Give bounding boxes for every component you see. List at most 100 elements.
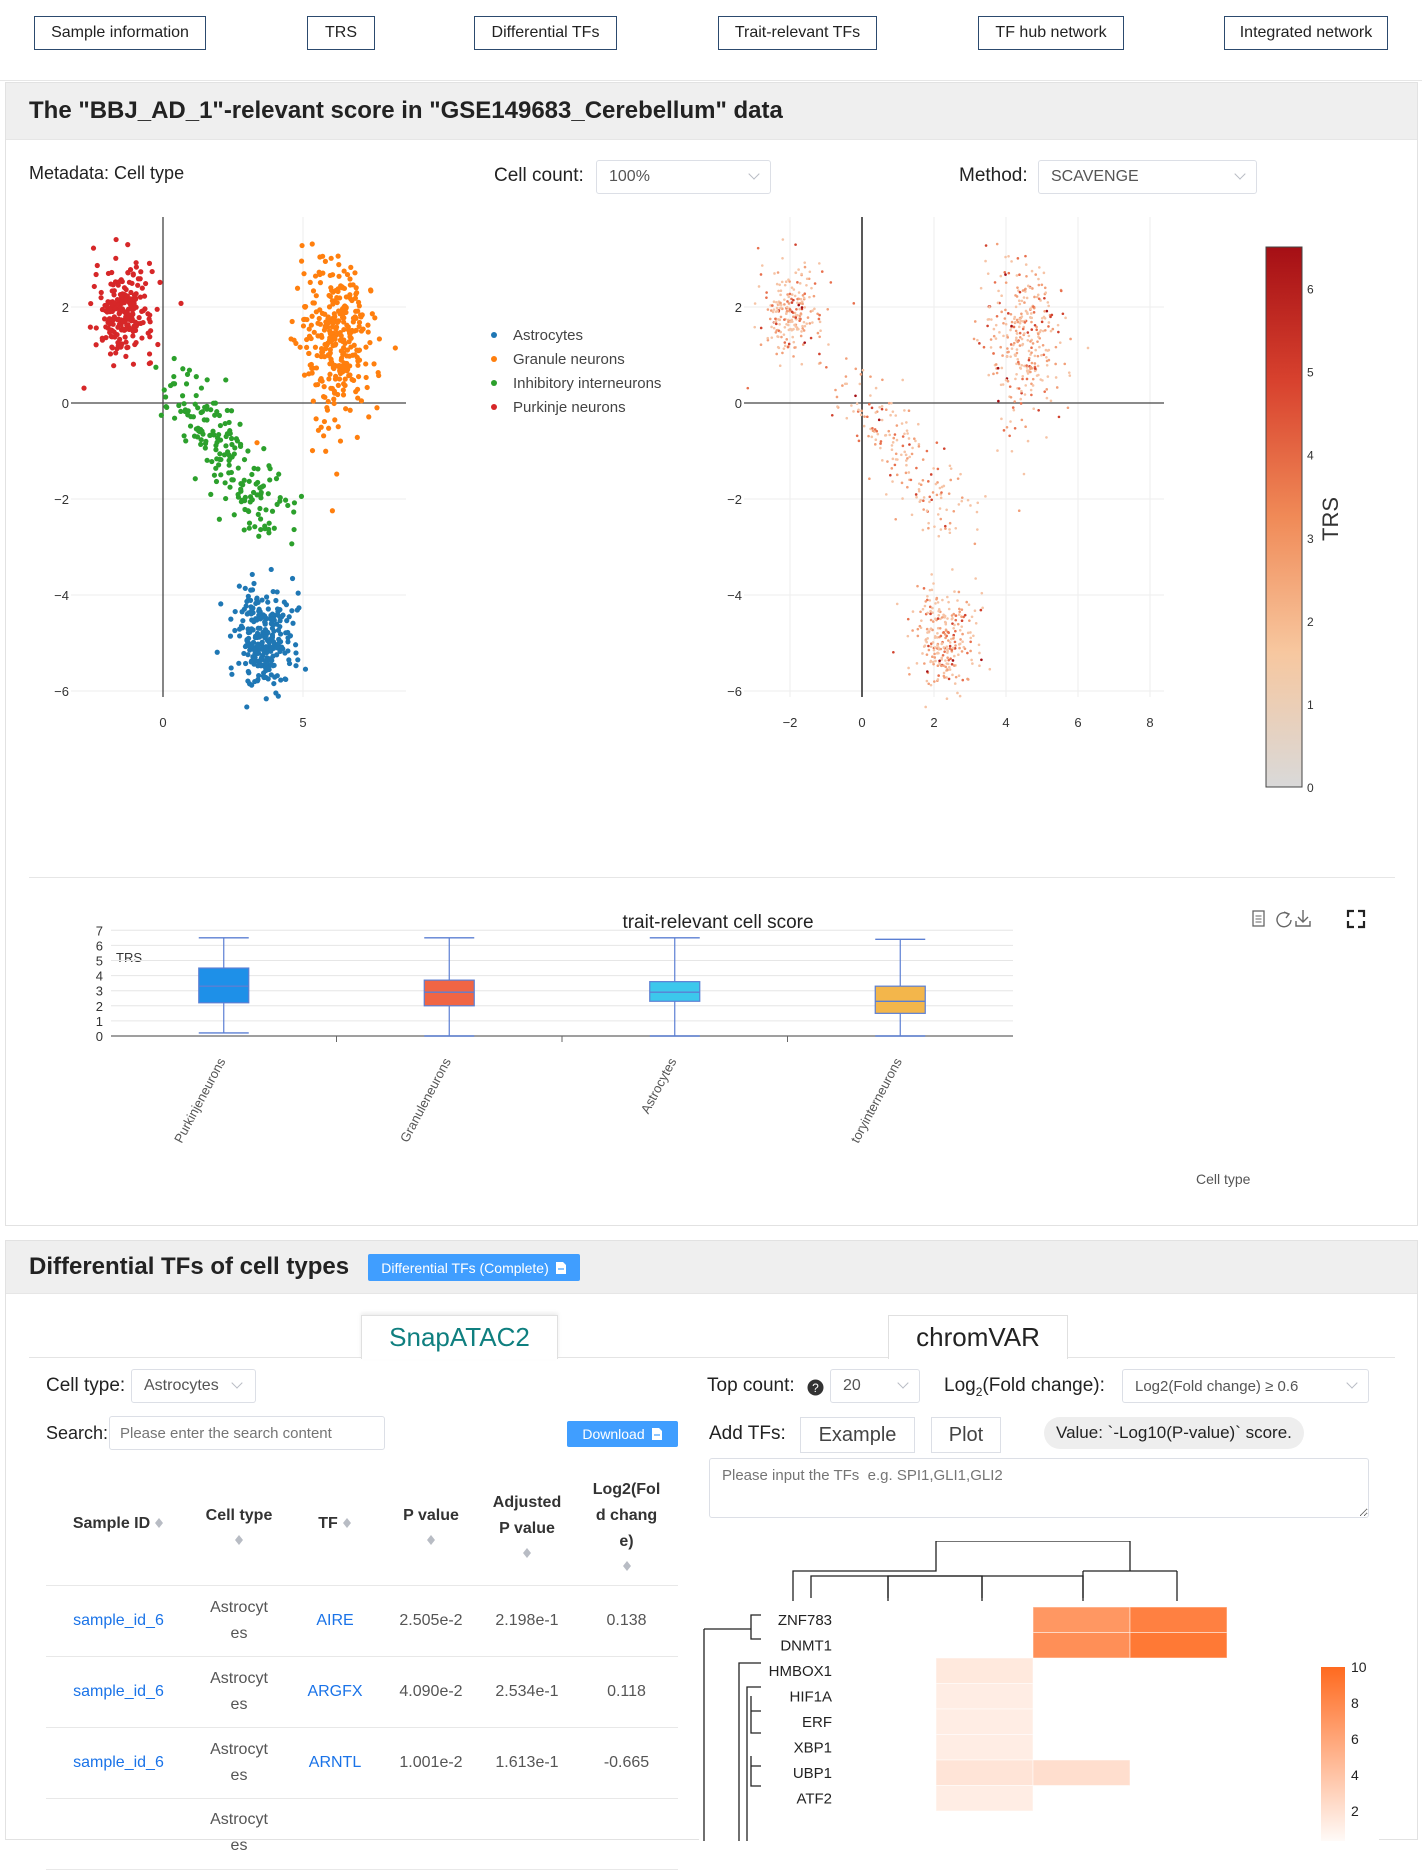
box-astrocytes[interactable] — [649, 937, 701, 1037]
legend-label-astrocytes[interactable]: Astrocytes — [513, 327, 583, 344]
sort-icon[interactable] — [522, 1544, 532, 1558]
nav-integrated-network-button[interactable]: Integrated network — [1224, 16, 1388, 50]
scatter-point — [907, 666, 910, 670]
chart-toolbox[interactable] — [1252, 909, 1366, 929]
nav-trait-relevant-tfs-button[interactable]: Trait-relevant TFs — [718, 16, 877, 50]
scatter-point — [811, 321, 814, 324]
column-header-tf[interactable]: TF — [287, 1463, 383, 1586]
chromvar-heatmap[interactable]: ZNF783 DNMT1 HMBOX1 HIF1A ERF XBP1 UBP1 ATF2 10… — [699, 1540, 1379, 1855]
scatter-point — [245, 678, 251, 684]
scatter-point — [779, 301, 782, 305]
refresh-icon[interactable] — [1276, 911, 1292, 928]
fullscreen-icon[interactable] — [1346, 909, 1366, 929]
column-header-adjusted-p-value[interactable]: Adjusted P value — [479, 1463, 575, 1586]
scatter-point — [999, 345, 1002, 349]
table-row[interactable]: sample_id_6 Astrocytes AIRE 2.505e-2 2.1… — [46, 1585, 678, 1657]
search-input[interactable] — [109, 1416, 385, 1450]
sample-id-link[interactable]: sample_id_6 — [73, 1611, 164, 1629]
legend-label-inhibitory-interneurons[interactable]: Inhibitory interneurons — [513, 375, 661, 392]
scatter-point — [1054, 376, 1058, 379]
column-header-log2-fold-change[interactable]: Log2(Fold change) — [575, 1463, 678, 1586]
scatter-point — [293, 663, 299, 669]
column-header-sample-id[interactable]: Sample ID — [46, 1463, 191, 1586]
box-inhibitoryinterneurons[interactable] — [874, 938, 926, 1037]
scatter-point — [939, 617, 942, 621]
legend-label-granule-neurons[interactable]: Granule neurons — [513, 351, 625, 368]
cell-count-select[interactable]: 100% — [596, 160, 771, 194]
scatter-point — [914, 493, 918, 496]
cell-type-select[interactable]: Astrocytes — [131, 1369, 256, 1403]
scatter-point — [997, 289, 1000, 293]
scatter-point — [1016, 340, 1019, 344]
table-row[interactable]: sample_id_6 Astrocytes ARGFX 4.090e-2 2.… — [46, 1656, 678, 1728]
download-icon[interactable] — [1295, 910, 1311, 927]
tf-link[interactable]: AIRE — [316, 1611, 354, 1629]
sort-icon[interactable] — [426, 1531, 436, 1545]
box-granuleneurons[interactable] — [423, 937, 475, 1037]
plot-button[interactable]: Plot — [931, 1417, 1001, 1453]
scatter-point — [937, 534, 941, 538]
y-tick-label: 4 — [96, 969, 103, 984]
example-button[interactable]: Example — [800, 1417, 915, 1453]
scatter-point — [118, 344, 124, 350]
scatter-point — [792, 298, 795, 302]
table-row[interactable]: Astrocytes — [46, 1798, 678, 1870]
scatter-point — [292, 642, 299, 648]
scatter-point — [855, 402, 859, 405]
sample-id-link[interactable]: sample_id_6 — [73, 1682, 164, 1700]
scatter-point — [259, 597, 265, 603]
scatter-point — [340, 306, 346, 312]
sort-icon[interactable] — [342, 1514, 352, 1528]
scatter-point — [103, 302, 110, 309]
box-purkinjeneurons[interactable] — [198, 937, 250, 1034]
scatter-point — [163, 403, 169, 410]
scatter-point — [779, 330, 783, 334]
scatter-point — [895, 438, 899, 442]
scatter-point — [929, 618, 933, 622]
nav-sample-information-button[interactable]: Sample information — [34, 16, 206, 50]
tf-link[interactable]: ARGFX — [307, 1682, 363, 1700]
help-icon[interactable]: ? — [807, 1379, 824, 1396]
scatter-point — [961, 678, 965, 682]
column-header-p-value[interactable]: P value — [383, 1463, 479, 1586]
tfs-input[interactable] — [709, 1458, 1369, 1518]
legend-label-purkinje-neurons[interactable]: Purkinje neurons — [513, 399, 626, 416]
sort-icon[interactable] — [234, 1531, 244, 1545]
scatter-point — [813, 282, 817, 285]
method-select[interactable]: SCAVENGE — [1038, 160, 1257, 194]
data-view-icon[interactable] — [1252, 910, 1265, 927]
scatter-point — [794, 243, 797, 246]
top-count-select[interactable]: 20 — [830, 1369, 920, 1403]
scatter-point — [952, 509, 956, 513]
scatter-point — [337, 309, 343, 316]
tab-chromvar[interactable]: chromVAR — [888, 1315, 1068, 1359]
table-row[interactable]: sample_id_6 Astrocytes ARNTL 1.001e-2 1.… — [46, 1727, 678, 1799]
sort-icon[interactable] — [622, 1557, 632, 1571]
scatter-point — [350, 315, 357, 321]
download-button[interactable]: Download — [567, 1421, 678, 1447]
log2-fold-change-cell: 0.118 — [575, 1656, 678, 1728]
cell-type-cell: Astrocytes — [210, 1669, 268, 1713]
heatmap-cell — [935, 1683, 1034, 1710]
scatter-point — [777, 303, 781, 306]
scatter-point — [914, 439, 917, 443]
sort-icon[interactable] — [154, 1514, 164, 1528]
log2-fold-change-select[interactable]: Log2(Fold change) ≥ 0.6 — [1122, 1369, 1369, 1403]
nav-trs-button[interactable]: TRS — [307, 16, 375, 50]
sample-id-link[interactable]: sample_id_6 — [73, 1753, 164, 1771]
celltype-legend[interactable]: Astrocytes Granule neurons Inhibitory in… — [491, 327, 661, 416]
scatter-point — [280, 646, 286, 652]
differential-tfs-complete-button[interactable]: Differential TFs (Complete) — [368, 1254, 580, 1281]
trs-boxplot[interactable]: trait-relevant cell score TRS Cell type … — [66, 901, 1386, 1221]
tf-link[interactable]: ARNTL — [308, 1753, 362, 1771]
colorbar-tick-label: 4 — [1351, 1767, 1359, 1783]
nav-differential-tfs-button[interactable]: Differential TFs — [474, 16, 617, 50]
column-header-cell-type[interactable]: Cell type — [191, 1463, 287, 1586]
scatter-point — [949, 637, 953, 641]
scatter-point — [1054, 362, 1057, 366]
nav-tf-hub-network-button[interactable]: TF hub network — [978, 16, 1124, 50]
tab-snapatac2[interactable]: SnapATAC2 — [361, 1315, 558, 1359]
umap-celltype-plot[interactable]: 0 5 2 0 −2 −4 −6 Astrocytes Granule neurons In… — [51, 197, 691, 847]
y-tick-label: 2 — [735, 300, 742, 315]
